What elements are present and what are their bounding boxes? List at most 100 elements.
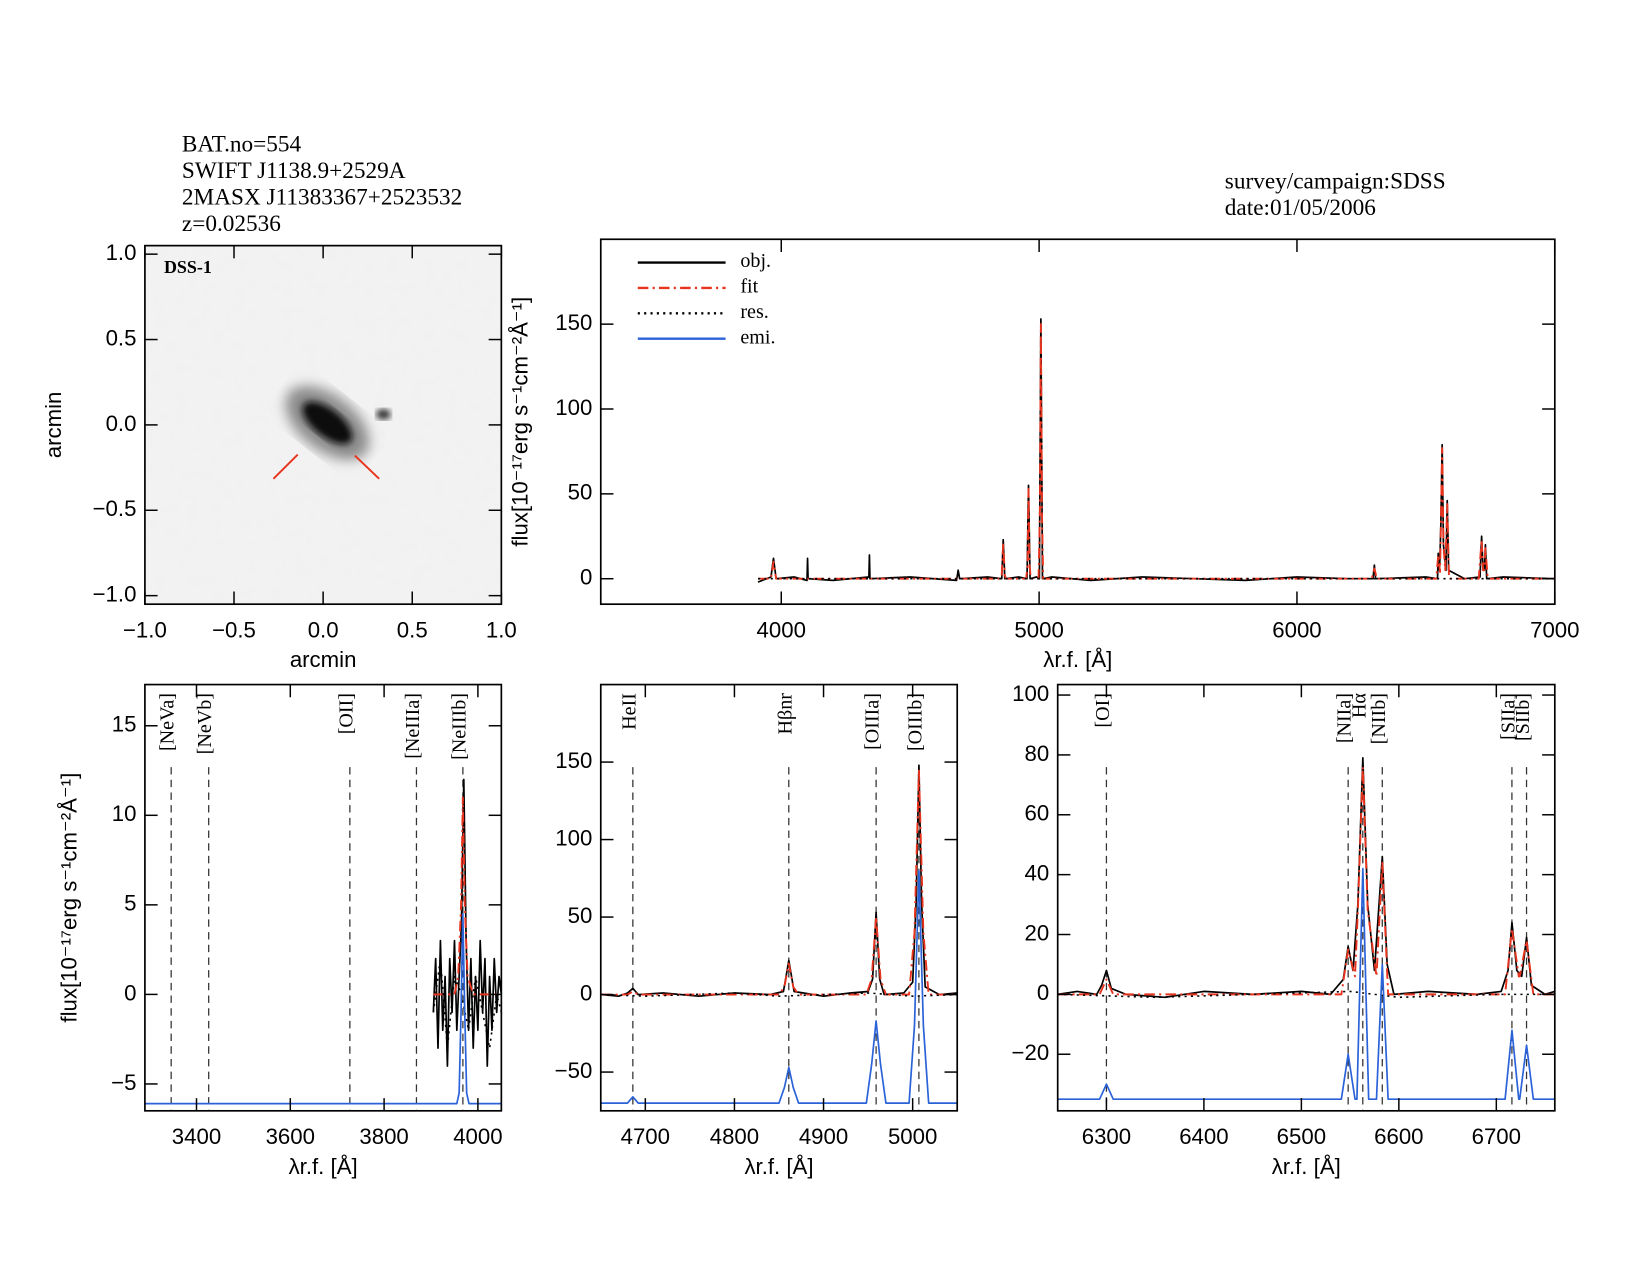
- header-line: z=0.02536: [182, 211, 281, 237]
- line-label: [OIIIa]: [862, 693, 884, 750]
- x-tick-label: 5000: [1014, 618, 1063, 643]
- x-tick-label: −0.5: [212, 618, 256, 643]
- series-line: [600, 869, 958, 1104]
- series-line: [758, 323, 1555, 580]
- y-tick-label: −0.5: [93, 496, 137, 521]
- series-line: [433, 796, 502, 996]
- x-tick-label: 3600: [266, 1124, 315, 1149]
- line-label: [SIIa]: [1497, 693, 1519, 740]
- x-tick-label: 0.0: [308, 618, 339, 643]
- line-label: [NIIb]: [1368, 693, 1390, 744]
- axes-frame: [599, 683, 959, 1112]
- x-tick-label: 6700: [1472, 1124, 1521, 1149]
- line-label: [OII]: [335, 693, 357, 734]
- plot-area: [757, 318, 1555, 583]
- legend-label: obj.: [740, 250, 771, 272]
- series-line: [600, 764, 958, 998]
- legend-label: fit: [740, 276, 758, 298]
- survey-line: survey/campaign:SDSS: [1225, 169, 1446, 195]
- slit-marker: [354, 454, 380, 480]
- y-tick-label: 100: [1012, 681, 1049, 706]
- x-tick-label: 4700: [621, 1124, 670, 1149]
- y-tick-label: 5: [124, 891, 136, 916]
- series-line: [757, 318, 1555, 583]
- series-line: [432, 778, 502, 1067]
- series-line: [1057, 990, 1555, 999]
- series-line: [600, 768, 958, 996]
- panel: [OI] [NIIa]Hα[NIIb] [SIIa][SIIb] 6300 6400 65…: [1012, 681, 1556, 1179]
- panel: HeII Hβnr [OIIIa] [OIIIb] 4700 4800 4900 5000 −5…: [555, 683, 959, 1179]
- plot-area: [144, 767, 502, 1111]
- y-tick-label: −20: [1012, 1040, 1050, 1065]
- y-tick-label: 1.0: [106, 240, 137, 265]
- x-axis-label: arcmin: [290, 647, 357, 672]
- x-axis-label: λr.f. [Å]: [1043, 647, 1112, 672]
- y-tick-label: 100: [555, 395, 592, 420]
- line-label: Hβnr: [774, 693, 796, 735]
- y-tick-label: 80: [1025, 741, 1050, 766]
- line-label: [OI]: [1092, 693, 1114, 728]
- header-line: SWIFT J1138.9+2529A: [182, 158, 406, 184]
- y-tick-label: 0.0: [106, 411, 137, 436]
- x-tick-label: 1.0: [486, 618, 517, 643]
- x-axis-label: λr.f. [Å]: [744, 1154, 813, 1179]
- x-tick-label: 4000: [757, 618, 806, 643]
- galaxy-core: [302, 401, 353, 445]
- x-tick-label: −1.0: [123, 618, 167, 643]
- series-line: [1057, 757, 1555, 999]
- panel: obj. fit res. emi. 4000 5000 6000 7000 0 50 100 150…: [507, 238, 1580, 672]
- line-label: [OIIIb]: [904, 693, 926, 751]
- y-axis-label: arcmin: [41, 392, 66, 459]
- y-tick-label: 150: [555, 748, 592, 773]
- line-label: [SIIb]: [1512, 693, 1534, 741]
- y-tick-label: 50: [568, 480, 593, 505]
- y-tick-label: 150: [555, 310, 592, 335]
- y-tick-label: 20: [1025, 920, 1050, 945]
- x-tick-label: 4900: [799, 1124, 848, 1149]
- x-tick-label: 6500: [1277, 1124, 1326, 1149]
- legend-label: emi.: [740, 326, 775, 348]
- companion: [376, 409, 391, 420]
- x-tick-label: 6300: [1082, 1124, 1131, 1149]
- image-label: DSS-1: [164, 257, 212, 277]
- y-tick-label: −5: [111, 1070, 136, 1095]
- y-tick-label: 10: [112, 801, 137, 826]
- axes-frame: [599, 238, 1556, 606]
- x-tick-label: 4800: [710, 1124, 759, 1149]
- line-label: [NeVa]: [157, 693, 179, 751]
- y-tick-label: 15: [112, 712, 137, 737]
- plot-area: [600, 764, 958, 1111]
- y-tick-label: −50: [555, 1058, 593, 1083]
- y-tick-label: 50: [568, 903, 593, 928]
- y-axis-label: flux[10⁻¹⁷erg s⁻¹cm⁻²Å⁻¹]: [57, 773, 82, 1023]
- y-tick-label: 40: [1025, 861, 1050, 886]
- y-tick-label: 0: [580, 980, 592, 1005]
- y-tick-label: 0: [1037, 980, 1049, 1005]
- survey-line: date:01/05/2006: [1225, 195, 1376, 221]
- y-tick-label: −1.0: [93, 582, 137, 607]
- series-line: [1057, 765, 1555, 996]
- x-tick-label: 3800: [359, 1124, 408, 1149]
- y-tick-label: 100: [555, 825, 592, 850]
- x-tick-label: 5000: [888, 1124, 937, 1149]
- panel: [NeVa] [NeVb] [OII] [NeIIIa] [NeIIIb] 3400 360…: [57, 683, 503, 1179]
- x-tick-label: 0.5: [397, 618, 428, 643]
- y-axis-label: flux[10⁻¹⁷erg s⁻¹cm⁻²Å⁻¹]: [507, 297, 532, 547]
- x-tick-label: 7000: [1530, 618, 1579, 643]
- series-line: [1057, 867, 1555, 1101]
- y-tick-label: 0: [580, 565, 592, 590]
- x-tick-label: 6400: [1179, 1124, 1228, 1149]
- header-line: BAT.no=554: [182, 131, 302, 157]
- plot-area: [144, 245, 502, 605]
- line-label: [NIIa]: [1334, 693, 1356, 743]
- x-axis-label: λr.f. [Å]: [289, 1154, 358, 1179]
- line-label: [NeVb]: [194, 693, 216, 754]
- series-line: [144, 912, 502, 1105]
- panel: DSS-1 −1.0 −0.5 0.0 0.5 1.0 −1.0 −0.5 0.0 0.5 1.0 a…: [41, 240, 517, 672]
- header: BAT.no=554 SWIFT J1138.9+2529A 2MASX J11…: [182, 131, 1446, 236]
- x-axis-label: λr.f. [Å]: [1272, 1154, 1341, 1179]
- axes-frame: [144, 683, 503, 1112]
- y-tick-label: 0.5: [106, 325, 137, 350]
